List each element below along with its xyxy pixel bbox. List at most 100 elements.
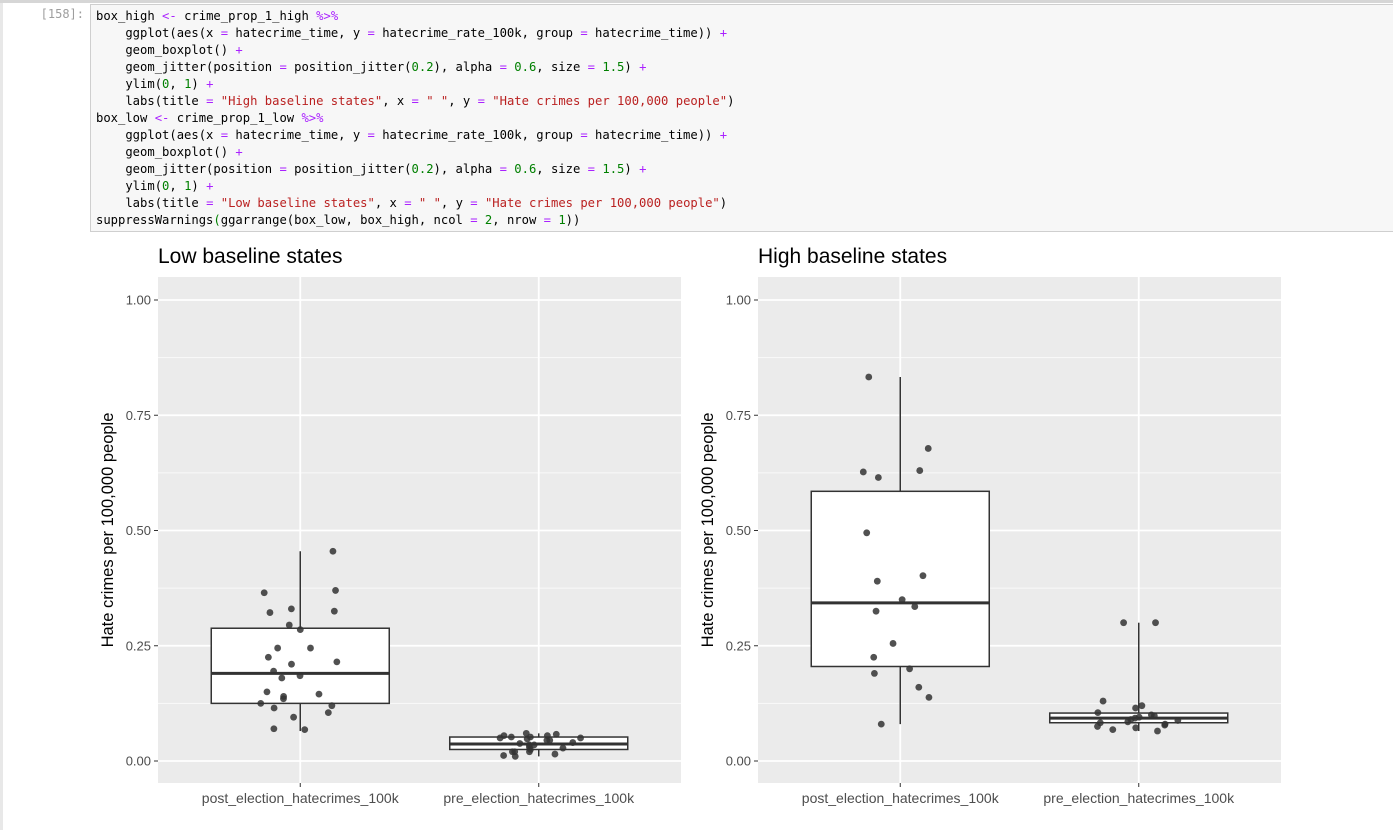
code-token: = (499, 60, 507, 74)
code-token: = (279, 162, 287, 176)
jitter-point (916, 467, 924, 474)
code-token: labs(title (96, 196, 207, 210)
code-token: 0.6 (514, 60, 537, 74)
code-token: = (367, 128, 375, 142)
jitter-point (266, 609, 274, 616)
code-token: crime_prop_1_low (169, 111, 302, 125)
code-token: hatecrime_time)) (587, 26, 720, 40)
jitter-point (496, 734, 504, 742)
code-token: = (206, 94, 214, 108)
jitter-point (919, 572, 927, 580)
code-cell-input[interactable]: box_high <- crime_prop_1_high %>% ggplot… (90, 4, 1393, 232)
code-token: = (220, 26, 229, 40)
code-token: = (580, 128, 588, 142)
jitter-point (270, 667, 277, 675)
jitter-point (324, 709, 332, 716)
code-token: box_high (96, 9, 163, 23)
jitter-point (1132, 724, 1140, 732)
chart-panel-2: High baseline states 0.00 0.25 0.50 0.75 1.00… (699, 245, 1281, 806)
code-token: = (587, 162, 596, 176)
code-token: 0.2 (411, 60, 434, 74)
jitter-point (260, 589, 268, 597)
x-tick-label: pre_election_hatecrimes_100k (443, 790, 635, 806)
code-token: = (470, 196, 478, 210)
code-token: , nrow (492, 213, 544, 227)
code-token: = (220, 128, 229, 142)
code-token: hatecrime_time, y (228, 26, 368, 40)
code-token: geom_jitter(position (96, 162, 280, 176)
code-token: suppressWarnings (96, 213, 214, 227)
code-token: ) (727, 94, 735, 108)
code-token: , y (448, 94, 478, 108)
code-token: ), alpha (433, 162, 500, 176)
code-line: suppressWarnings(ggarrange(box_low, box_… (96, 212, 734, 229)
jitter-point (915, 683, 923, 691)
code-token: " " (426, 94, 449, 108)
code-token: = (367, 26, 375, 40)
code-token: 0.2 (411, 162, 434, 176)
code-token: = (411, 94, 419, 108)
code-token: 1 (558, 213, 566, 227)
code-line: labs(title = "High baseline states", x =… (96, 93, 734, 110)
jitter-point (288, 660, 295, 668)
jitter-point (285, 621, 293, 629)
jitter-point (315, 690, 323, 698)
code-token: <- (154, 111, 170, 125)
code-token: hatecrime_time)) (587, 128, 720, 142)
code-token: 1 (184, 179, 192, 193)
code-token: " " (418, 196, 441, 210)
code-token: , (169, 77, 185, 91)
code-editor[interactable]: box_high <- crime_prop_1_high %>% ggplot… (96, 8, 734, 229)
jitter-point (898, 596, 906, 604)
code-token: = (477, 94, 485, 108)
code-token: hatecrime_rate_100k, group (374, 128, 581, 142)
code-token: = (587, 60, 596, 74)
jitter-point (925, 693, 933, 701)
chart-panel-1: Low baseline states 0.00 0.25 0.50 0.75 1.00 p… (99, 245, 681, 806)
code-token: , y (440, 196, 471, 210)
code-line: geom_jitter(position = position_jitter(0… (96, 161, 734, 178)
code-token: = (279, 60, 287, 74)
execution-count-prompt: [158]: (40, 7, 84, 21)
code-token: = (499, 162, 507, 176)
y-axis-label: Hate crimes per 100,000 people (99, 413, 117, 648)
jitter-point (1138, 702, 1146, 710)
jitter-point (1099, 697, 1107, 705)
jitter-point (877, 720, 885, 728)
cell-selection-bar (0, 3, 3, 830)
code-token: ( (213, 213, 221, 227)
code-token: = (404, 196, 412, 210)
code-token: <- (162, 9, 177, 23)
code-token: + (719, 128, 728, 142)
code-token: labs(title (96, 94, 207, 108)
code-token: position_jitter( (286, 162, 412, 176)
code-token: ggplot(aes(x (96, 26, 221, 40)
jitter-point (1132, 704, 1139, 712)
code-token: ylim( (96, 179, 163, 193)
jitter-point (1120, 619, 1128, 627)
code-token: "Low baseline states" (220, 196, 375, 210)
jitter-point (270, 725, 278, 733)
jitter-point (1154, 727, 1161, 735)
code-line: ylim(0, 1) + (96, 178, 734, 195)
jitter-point (872, 607, 880, 615)
jitter-point (1094, 709, 1102, 716)
jitter-point (873, 577, 881, 585)
y-tick-label: 1.00 (126, 293, 151, 308)
code-token: ggarrange(box_low, box_high, ncol (220, 213, 471, 227)
code-token: + (639, 162, 647, 176)
code-token: , size (536, 60, 588, 74)
code-token: hatecrime_time, y (228, 128, 368, 142)
jitter-point (1109, 726, 1117, 734)
code-line: ylim(0, 1) + (96, 76, 734, 93)
x-tick-label: post_election_hatecrimes_100k (802, 790, 1000, 806)
code-token: )) (565, 213, 581, 227)
y-tick-label: 0.25 (726, 638, 751, 653)
code-token: + (206, 179, 214, 193)
jitter-point (870, 653, 878, 661)
chart-title: High baseline states (758, 245, 947, 268)
y-tick-label: 0.75 (126, 408, 151, 423)
code-line: box_low <- crime_prop_1_low %>% (96, 110, 734, 127)
code-token: = (543, 213, 551, 227)
